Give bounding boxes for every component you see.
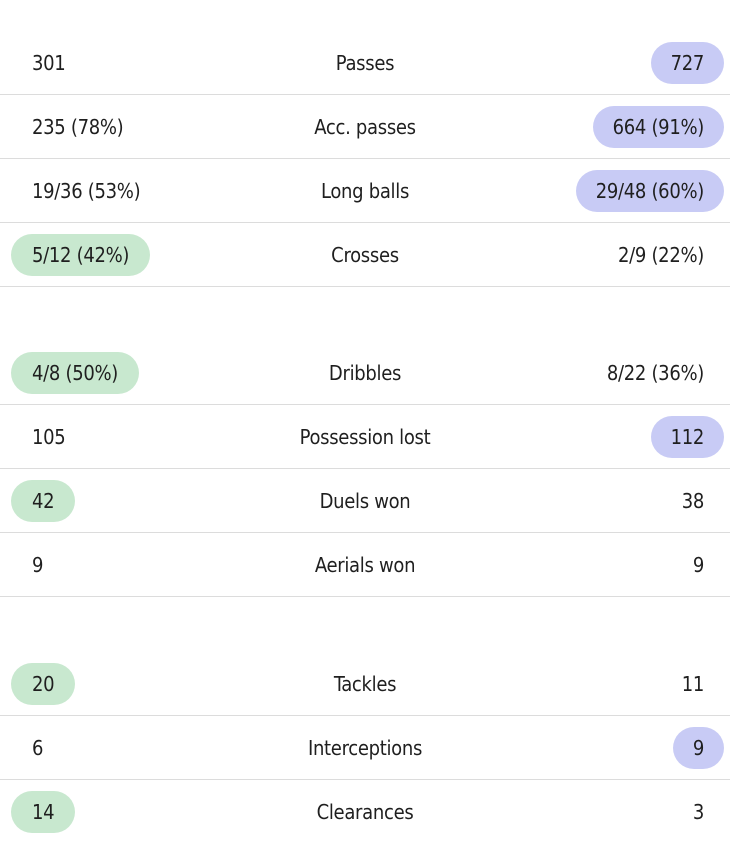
stat-row-interceptions: 6 Interceptions 9 — [0, 716, 730, 780]
home-value-highlighted: 20 — [11, 662, 76, 705]
away-value-highlighted: 727 — [650, 41, 724, 84]
stat-row-crosses: 5/12 (42%) Crosses 2/9 (22%) — [0, 223, 730, 287]
stat-label: Crosses — [331, 242, 399, 267]
home-value-highlighted: 4/8 (50%) — [11, 351, 140, 394]
stat-row-acc-passes: 235 (78%) Acc. passes 664 (91%) — [0, 95, 730, 159]
stat-row-passes: 301 Passes 727 — [0, 31, 730, 95]
away-value-highlighted: 664 (91%) — [592, 105, 724, 148]
away-value: 2/9 (22%) — [617, 242, 704, 267]
stat-label: Acc. passes — [314, 114, 416, 139]
stat-label: Duels won — [319, 488, 411, 513]
stat-row-possession-lost: 105 Possession lost 112 — [0, 405, 730, 469]
stat-label: Clearances — [316, 800, 414, 824]
stat-row-long-balls: 19/36 (53%) Long balls 29/48 (60%) — [0, 159, 730, 223]
stat-group-defending: 20 Tackles 11 6 Interceptions 9 14 Clear… — [0, 652, 730, 844]
away-value: 11 — [681, 671, 705, 696]
home-value: 235 (78%) — [32, 114, 124, 139]
home-value: 301 — [32, 50, 66, 75]
stat-row-clearances: 14 Clearances 3 — [0, 780, 730, 844]
away-value-highlighted: 29/48 (60%) — [575, 169, 724, 212]
home-value: 9 — [32, 552, 44, 577]
stat-label: Interceptions — [307, 735, 423, 760]
stat-label: Tackles — [333, 671, 397, 696]
stat-label: Aerials won — [314, 552, 416, 577]
home-value: 105 — [32, 424, 66, 449]
home-value-highlighted: 14 — [11, 791, 76, 833]
stat-row-tackles: 20 Tackles 11 — [0, 652, 730, 716]
away-value-highlighted: 9 — [672, 726, 724, 769]
stat-group-passing: 301 Passes 727 235 (78%) Acc. passes 664… — [0, 31, 730, 287]
away-value: 3 — [692, 800, 704, 824]
home-value-highlighted: 5/12 (42%) — [11, 233, 151, 276]
stat-group-possession: 4/8 (50%) Dribbles 8/22 (36%) 105 Posses… — [0, 341, 730, 597]
away-value-highlighted: 112 — [650, 415, 724, 458]
stat-row-aerials-won: 9 Aerials won 9 — [0, 533, 730, 597]
home-value: 19/36 (53%) — [32, 178, 141, 203]
home-value-highlighted: 42 — [11, 479, 76, 522]
stat-label: Passes — [335, 50, 395, 75]
home-value: 6 — [32, 735, 44, 760]
stat-label: Long balls — [320, 178, 410, 203]
stat-row-dribbles: 4/8 (50%) Dribbles 8/22 (36%) — [0, 341, 730, 405]
away-value: 38 — [681, 488, 705, 513]
stat-label: Possession lost — [299, 424, 431, 449]
stat-row-duels-won: 42 Duels won 38 — [0, 469, 730, 533]
away-value: 9 — [692, 552, 704, 577]
stat-label: Dribbles — [328, 360, 402, 385]
away-value: 8/22 (36%) — [606, 360, 704, 385]
